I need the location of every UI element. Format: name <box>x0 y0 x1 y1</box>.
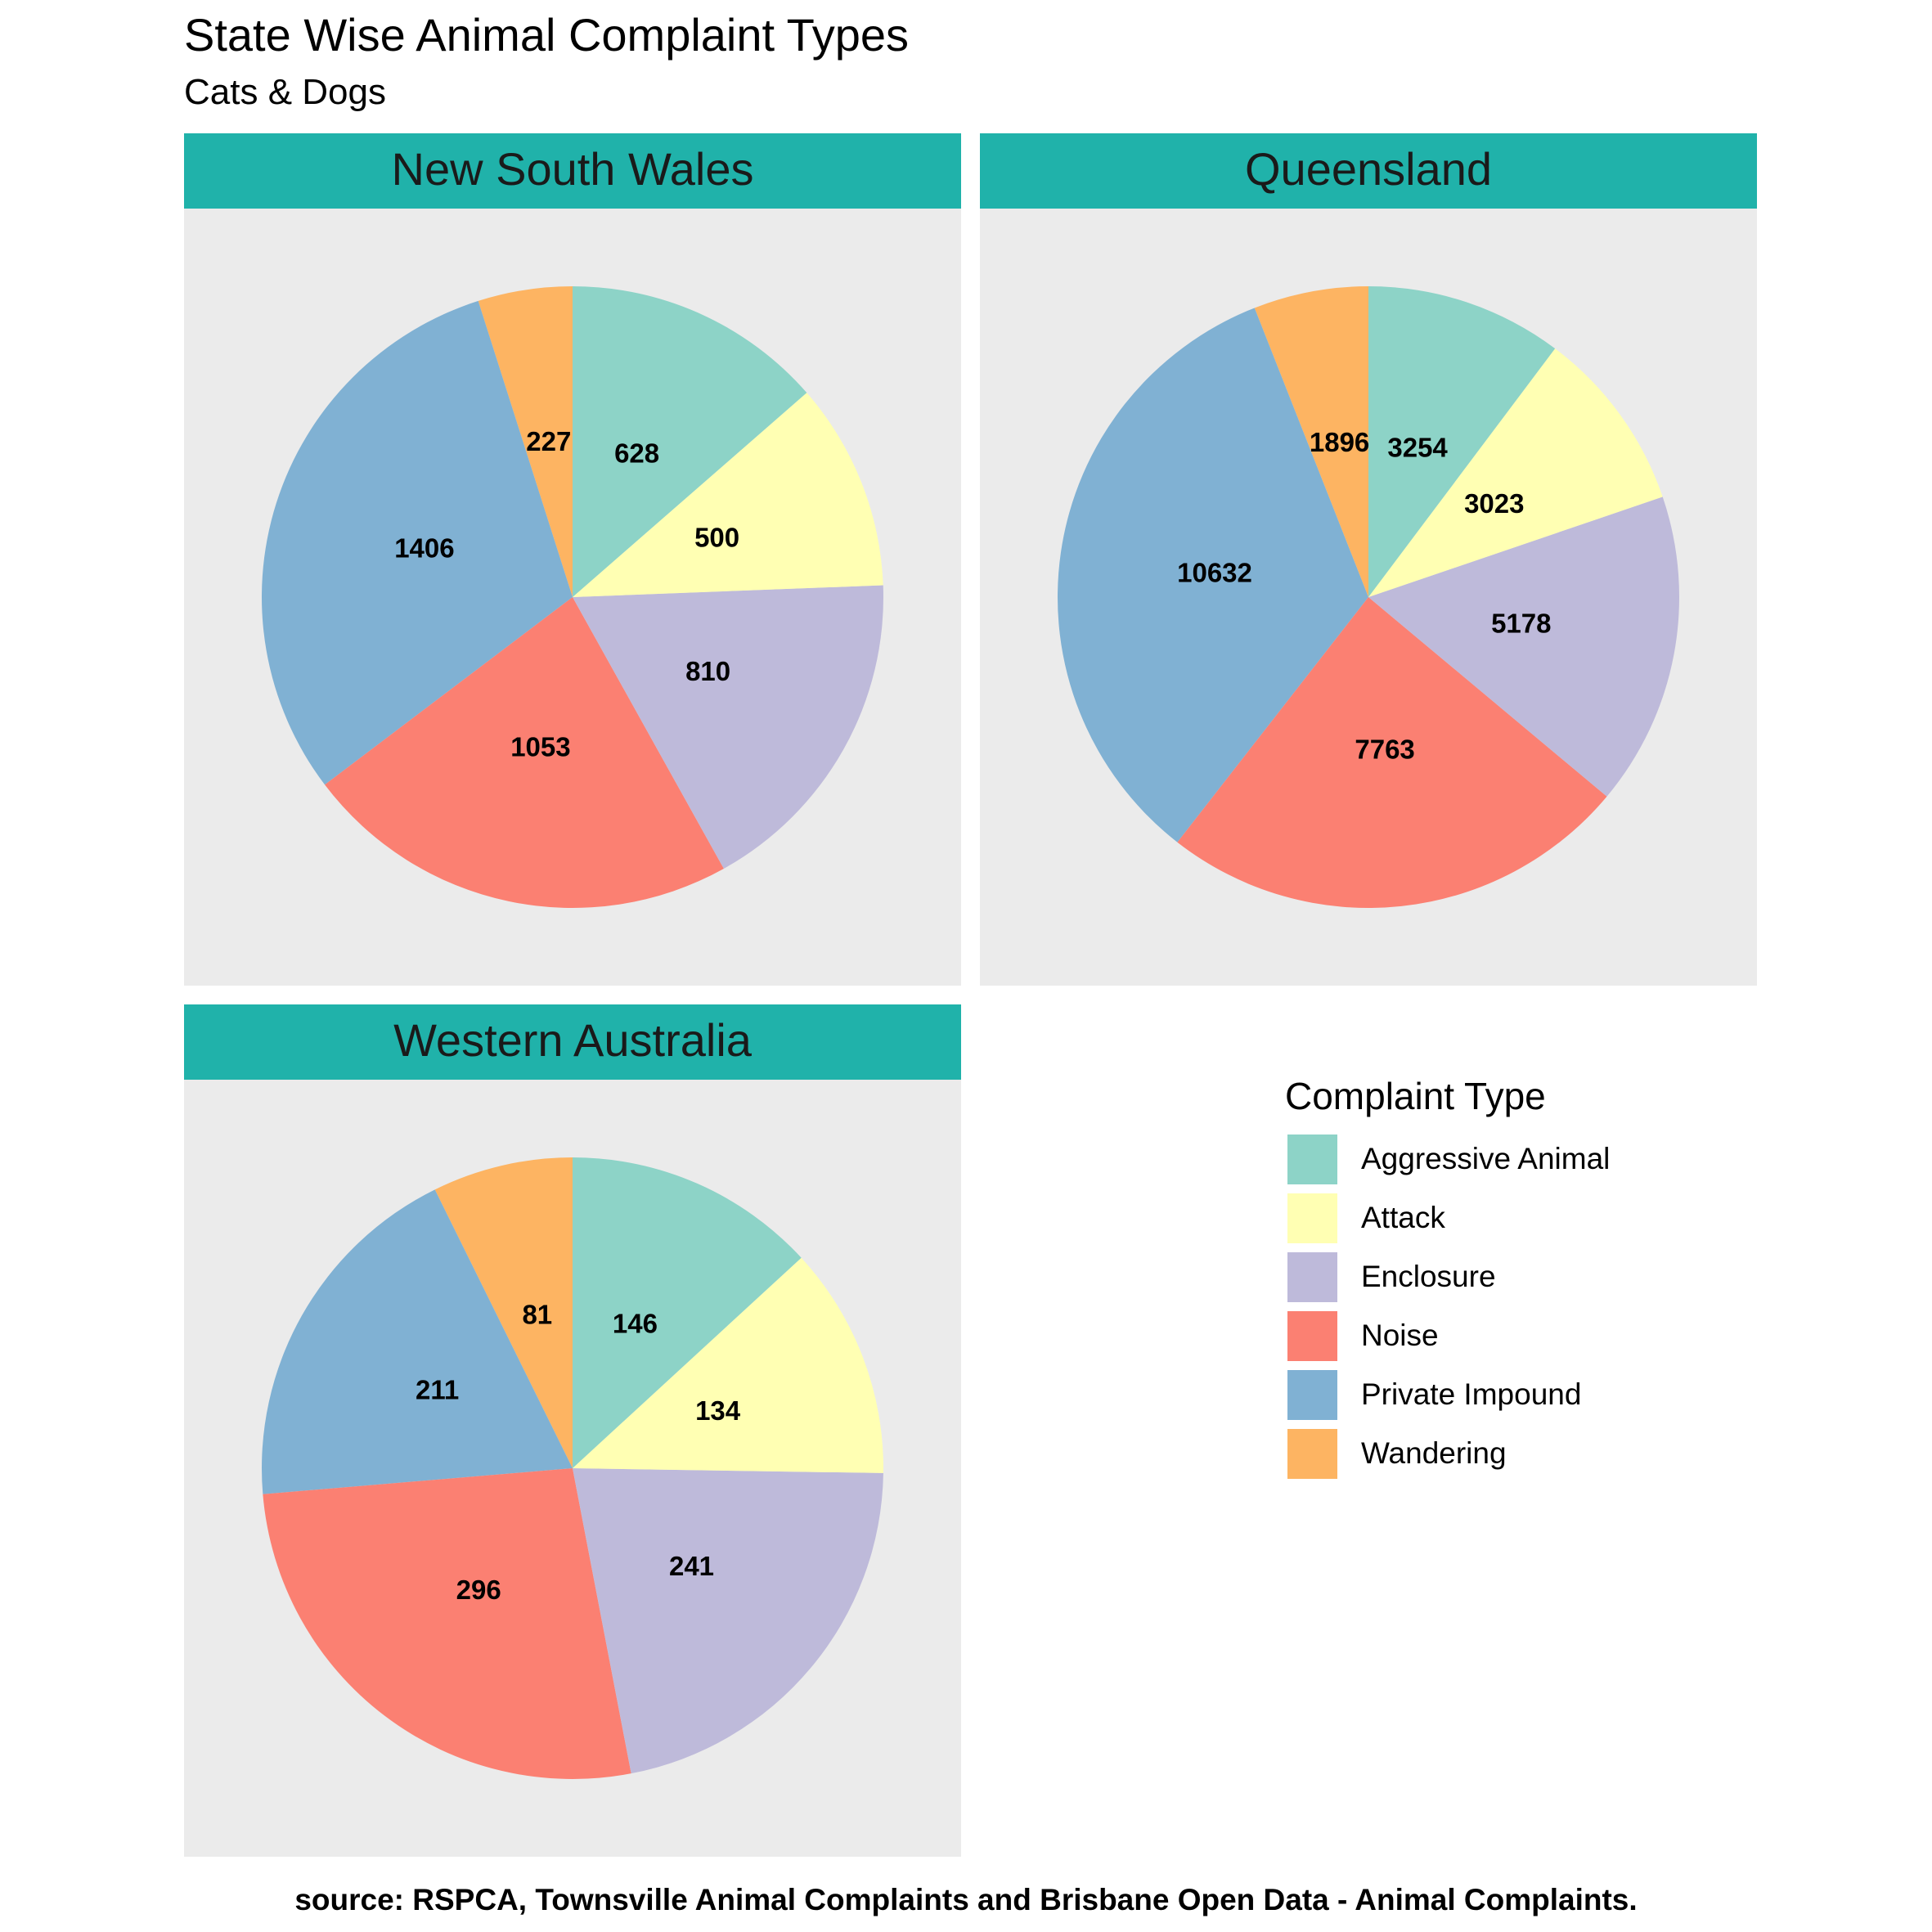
pie-slice-wandering <box>478 286 573 597</box>
slice-value-label: 211 <box>416 1374 459 1404</box>
legend-item: Aggressive Animal <box>1285 1130 1610 1188</box>
pie-slice-aggressive-animal <box>573 1157 802 1468</box>
legend-item: Wandering <box>1285 1424 1610 1483</box>
legend-swatch <box>1285 1426 1340 1481</box>
facet-strip <box>184 1004 961 1080</box>
legend-label: Attack <box>1361 1201 1445 1234</box>
slice-value-label: 500 <box>694 523 739 553</box>
legend-swatch <box>1285 1131 1340 1187</box>
slice-value-label: 146 <box>613 1309 658 1339</box>
pie-slice-noise <box>263 1468 631 1780</box>
pie-panel-queensland: Queensland 1896 10632 7763 5178 3023 3254 <box>980 133 1757 986</box>
slice-value-label: 10632 <box>1177 558 1252 588</box>
slice-value-label: 81 <box>522 1300 552 1330</box>
legend-swatch <box>1285 1367 1340 1422</box>
legend-item: Noise <box>1285 1306 1610 1365</box>
slice-value-label: 134 <box>695 1395 741 1426</box>
pie-slice-enclosure <box>1368 496 1680 797</box>
pie-slice-attack <box>573 1257 883 1473</box>
facet-strip <box>184 133 961 209</box>
pie-slice-attack <box>1368 348 1663 597</box>
pie-slice-noise <box>1177 597 1607 908</box>
pie-slice-noise <box>325 597 724 909</box>
pie-slice-private-impound <box>262 1189 573 1494</box>
source-caption: source: RSPCA, Townsville Animal Complai… <box>294 1883 1638 1916</box>
slice-value-label: 810 <box>685 656 730 686</box>
pie-panel-new-south-wales: New South Wales 227 1406 1053 810 500 628 <box>184 133 961 986</box>
pie-panel-western-australia: Western Australia 81 211 296 241 134 146 <box>184 1004 961 1857</box>
slice-value-label: 3023 <box>1464 488 1524 519</box>
legend-swatch <box>1285 1308 1340 1364</box>
legend-items: Aggressive Animal Attack Enclosure Noise Pri… <box>1285 1130 1610 1483</box>
slice-value-label: 1053 <box>510 732 570 762</box>
pie-slice-private-impound <box>261 300 573 785</box>
legend-label: Private Impound <box>1361 1377 1582 1411</box>
slice-value-label: 3254 <box>1387 433 1448 463</box>
pie-slice-aggressive-animal <box>573 286 807 597</box>
slice-value-label: 241 <box>669 1551 714 1581</box>
legend-label: Aggressive Animal <box>1361 1142 1611 1175</box>
legend-swatch <box>1285 1190 1340 1246</box>
slice-value-label: 1406 <box>394 532 454 563</box>
facet-strip <box>980 133 1757 209</box>
legend-item: Attack <box>1285 1188 1610 1247</box>
slice-value-label: 628 <box>614 438 659 469</box>
legend-label: Enclosure <box>1361 1260 1496 1293</box>
legend: Complaint Type Aggressive Animal Attack En… <box>1285 1074 1610 1483</box>
pie-slice-enclosure <box>573 585 883 869</box>
legend-swatch <box>1285 1249 1340 1305</box>
slice-value-label: 296 <box>456 1575 501 1605</box>
pie-slice-attack <box>573 393 883 597</box>
pie-slice-private-impound <box>1057 308 1368 842</box>
facet-title: Queensland <box>1245 143 1492 195</box>
slice-value-label: 5178 <box>1491 609 1551 639</box>
pie-slice-wandering <box>1254 286 1368 597</box>
facet-title: Western Australia <box>393 1014 753 1066</box>
pie-slice-aggressive-animal <box>1368 286 1556 597</box>
legend-label: Noise <box>1361 1319 1439 1352</box>
legend-item: Private Impound <box>1285 1365 1610 1424</box>
pie-slice-wandering <box>434 1157 573 1468</box>
chart-title: State Wise Animal Complaint Types <box>184 9 910 61</box>
slice-value-label: 227 <box>526 426 571 456</box>
slice-value-label: 1896 <box>1310 427 1369 457</box>
slice-value-label: 7763 <box>1355 735 1414 765</box>
facet-title: New South Wales <box>392 143 754 195</box>
legend-label: Wandering <box>1361 1436 1507 1470</box>
chart-subtitle: Cats & Dogs <box>184 72 386 112</box>
legend-item: Enclosure <box>1285 1247 1610 1306</box>
pie-slice-enclosure <box>573 1468 883 1774</box>
legend-title: Complaint Type <box>1285 1075 1546 1117</box>
